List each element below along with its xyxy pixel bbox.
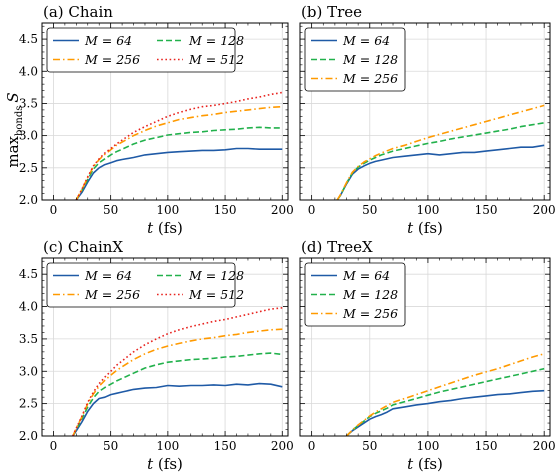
panel-title: (b) Tree — [301, 3, 362, 21]
panel-1: 0 50 100 150 200 2.0 2.5 3.0 3.5 4.0 4.5 (a) Chain t… — [19, 3, 294, 237]
x-tick-label: 50 — [103, 439, 118, 453]
legend-label: M = 128 — [342, 287, 398, 302]
y-tick-label: 2.5 — [19, 397, 38, 411]
series-line-2 — [345, 367, 545, 436]
plot-frame — [299, 22, 551, 201]
y-axis-label-main: max — [4, 135, 22, 167]
y-tick-label: 4.0 — [19, 64, 38, 78]
series-line-3 — [75, 105, 283, 200]
x-axis-label-unit: (fs) — [153, 455, 183, 473]
x-tick-label: 100 — [156, 439, 179, 453]
legend-label: M = 64 — [342, 268, 390, 283]
panel-title: (d) TreeX — [301, 238, 373, 256]
legend-label: M = 256 — [342, 71, 398, 86]
x-axis-label-unit: (fs) — [413, 455, 443, 473]
legend-label: M = 64 — [342, 33, 390, 48]
legend-label: M = 256 — [342, 306, 398, 321]
legend-box — [46, 262, 236, 308]
x-tick-label: 0 — [308, 439, 316, 453]
legend-label: M = 512 — [188, 52, 244, 67]
plot-frame — [41, 257, 289, 437]
x-tick-label: 50 — [103, 203, 118, 217]
x-axis-label-var: t — [147, 219, 154, 237]
legend-label: M = 128 — [342, 52, 398, 67]
series-line-1 — [72, 382, 283, 436]
panel-4: 0 50 100 150 200 (d) TreeX t (fs) M = 64 M = 128… — [299, 238, 555, 473]
legend-label: M = 256 — [84, 52, 140, 67]
plot-frame — [299, 257, 551, 437]
x-tick-label: 0 — [308, 203, 316, 217]
panel-title: (a) Chain — [43, 3, 113, 21]
y-axis-label: maxbonds S — [4, 92, 25, 167]
legend-label: M = 128 — [188, 268, 244, 283]
y-tick-label: 3.5 — [19, 332, 38, 346]
x-axis-label-unit: (fs) — [413, 219, 443, 237]
y-tick-label: 3.0 — [19, 364, 38, 378]
x-tick-label: 0 — [50, 439, 58, 453]
x-tick-label: 150 — [214, 439, 237, 453]
series-line-1 — [75, 147, 283, 200]
series-line-2 — [72, 352, 283, 436]
y-tick-label: 4.5 — [19, 32, 38, 46]
legend-label: M = 128 — [188, 33, 244, 48]
panel-title: (c) ChainX — [43, 238, 123, 256]
panel-2: 0 50 100 150 200 (b) Tree t (fs) M = 64 M = 128 M… — [299, 3, 555, 237]
x-axis-label: t (fs) — [407, 455, 443, 473]
x-tick-label: 200 — [533, 203, 555, 217]
x-tick-label: 150 — [214, 203, 237, 217]
x-tick-label: 0 — [50, 203, 58, 217]
x-tick-label: 200 — [271, 439, 294, 453]
y-tick-label: 3.5 — [19, 96, 38, 110]
legend-label: M = 64 — [84, 268, 132, 283]
y-tick-label: 2.5 — [19, 161, 38, 175]
series-line-4 — [75, 91, 283, 200]
y-tick-label: 4.5 — [19, 267, 38, 281]
series-line-1 — [345, 389, 545, 436]
legend-box — [304, 262, 406, 327]
legend-box — [46, 27, 236, 73]
y-axis-label-var: S — [4, 92, 22, 102]
y-tick-label: 2.0 — [19, 429, 38, 443]
series-line-1 — [336, 144, 545, 200]
legend-box — [304, 27, 406, 92]
x-axis-label-var: t — [407, 455, 414, 473]
panel-3: 0 50 100 150 200 2.0 2.5 3.0 3.5 4.0 4.5 (c) ChainX… — [19, 238, 294, 473]
series-line-3 — [72, 328, 283, 436]
series-line-4 — [72, 307, 283, 436]
x-axis-label-var: t — [147, 455, 154, 473]
series-line-3 — [345, 353, 545, 436]
y-tick-label: 2.0 — [19, 193, 38, 207]
x-axis-label: t (fs) — [147, 219, 183, 237]
x-axis-label-var: t — [407, 219, 414, 237]
series-line-2 — [336, 122, 545, 200]
series-line-3 — [336, 104, 545, 200]
x-tick-label: 50 — [362, 439, 377, 453]
legend-label: M = 64 — [84, 33, 132, 48]
x-axis-label: t (fs) — [147, 455, 183, 473]
legend-label: M = 256 — [84, 287, 140, 302]
x-tick-label: 100 — [416, 203, 439, 217]
x-tick-label: 100 — [156, 203, 179, 217]
y-tick-label: 4.0 — [19, 300, 38, 314]
series-line-2 — [75, 126, 283, 200]
plot-frame — [41, 22, 289, 201]
x-tick-label: 100 — [416, 439, 439, 453]
x-axis-label-unit: (fs) — [153, 219, 183, 237]
x-tick-label: 150 — [475, 439, 498, 453]
x-tick-label: 200 — [271, 203, 294, 217]
legend-label: M = 512 — [188, 287, 244, 302]
x-tick-label: 200 — [533, 439, 555, 453]
x-axis-label: t (fs) — [407, 219, 443, 237]
y-axis-label-sub: bonds — [14, 106, 25, 136]
x-tick-label: 150 — [475, 203, 498, 217]
x-tick-label: 50 — [362, 203, 377, 217]
y-tick-label: 3.0 — [19, 129, 38, 143]
